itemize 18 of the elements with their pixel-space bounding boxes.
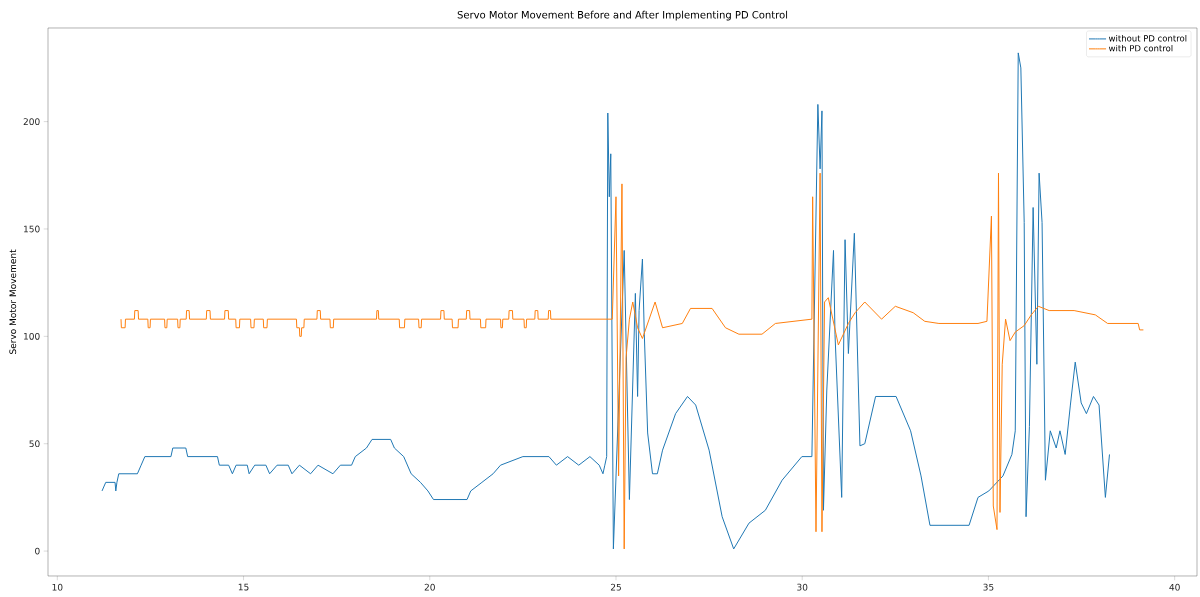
x-tick-label: 20 (424, 583, 435, 591)
x-tick-label: 25 (610, 583, 621, 591)
y-tick-label: 50 (29, 440, 40, 448)
y-tick-label: 150 (24, 225, 40, 233)
x-tick-label: 40 (1169, 583, 1180, 591)
x-tick-label: 35 (983, 583, 994, 591)
x-tick-label: 15 (238, 583, 249, 591)
y-axis-title: Servo Motor Movement (9, 249, 17, 354)
chart-title: Servo Motor Movement Before and After Implementing PD Control (457, 10, 788, 21)
line-series (101, 52, 1110, 550)
x-tick-label: 10 (52, 583, 63, 591)
y-tick-label: 0 (35, 547, 40, 555)
y-tick-label: 100 (24, 332, 40, 340)
line-series (120, 172, 1144, 550)
x-tick-label: 30 (797, 583, 808, 591)
legend-label: with PD control (1108, 44, 1173, 52)
legend-label: without PD control (1108, 34, 1187, 42)
y-tick-label: 200 (23, 118, 40, 126)
